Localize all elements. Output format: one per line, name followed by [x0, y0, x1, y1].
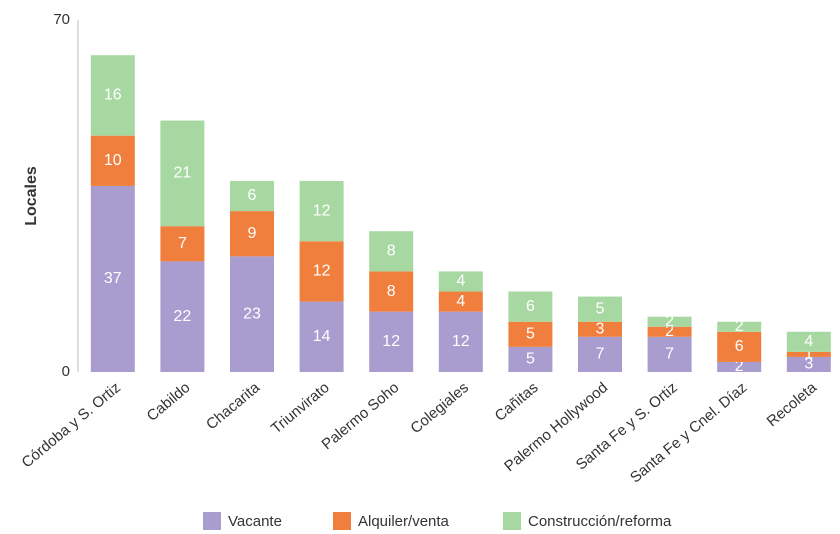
data-label: 12 [313, 263, 331, 280]
legend-label: Construcción/reforma [528, 513, 672, 530]
x-tick-label: Chacarita [203, 379, 264, 434]
x-tick-label: Colegiales [407, 379, 472, 437]
data-label: 2 [665, 323, 674, 340]
bar-segment [90, 55, 135, 136]
data-label: 23 [243, 305, 261, 322]
data-label: 2 [735, 318, 744, 335]
data-label: 12 [452, 333, 470, 350]
bar-segment [786, 351, 831, 357]
legend-swatch [503, 512, 521, 530]
x-tick-label: Santa Fe y Cnel. Díaz [627, 379, 750, 486]
data-label: 7 [665, 346, 674, 363]
data-label: 3 [804, 356, 813, 373]
bar-segment [786, 356, 831, 372]
bar-segment [508, 291, 553, 322]
data-label: 7 [178, 235, 187, 252]
bar-segment [160, 226, 205, 262]
data-label: 4 [456, 293, 465, 310]
bar-segment [717, 321, 762, 332]
data-label: 4 [804, 333, 813, 350]
data-label: 7 [596, 346, 605, 363]
bar-segment [647, 316, 692, 327]
data-label: 9 [248, 225, 257, 242]
bar-segment [717, 331, 762, 362]
data-label: 2 [665, 313, 674, 330]
data-label: 6 [248, 187, 257, 204]
data-label: 12 [313, 202, 331, 219]
data-label: 22 [174, 308, 192, 325]
bar-segment [299, 301, 344, 372]
bar-segment [578, 336, 622, 372]
x-tick-label: Cabildo [144, 379, 194, 425]
bar-segment [369, 311, 414, 372]
data-label: 5 [526, 326, 535, 343]
bar-segment [438, 291, 483, 312]
legend-swatch [333, 512, 351, 530]
bar-segment [647, 336, 692, 372]
y-axis-label: Locales [23, 166, 40, 226]
data-label: 10 [104, 152, 122, 169]
data-label: 21 [174, 165, 192, 182]
bar-segment [299, 241, 344, 302]
bar-segment [369, 231, 414, 272]
data-label: 3 [596, 320, 605, 337]
bar-segment [369, 271, 414, 312]
bar-segment [647, 326, 692, 337]
x-tick-label: Recoleta [764, 379, 821, 430]
legend-label: Alquiler/venta [358, 513, 450, 530]
data-label: 2 [735, 358, 744, 375]
bar-segment [508, 346, 553, 372]
bar-segment [230, 256, 274, 372]
bar-segment [578, 321, 622, 337]
bar-segment [90, 185, 135, 372]
data-label: 16 [104, 87, 122, 104]
bar-segment [160, 120, 205, 227]
bar-segment [160, 261, 205, 372]
y-tick-label: 70 [53, 11, 70, 28]
x-tick-label: Córdoba y S. Ortiz [18, 379, 123, 471]
data-label: 6 [526, 298, 535, 315]
data-label: 5 [596, 300, 605, 317]
data-label: 5 [526, 351, 535, 368]
bar-segment [786, 331, 831, 352]
bar-segment [717, 361, 762, 372]
data-label: 1 [804, 346, 813, 363]
data-label: 6 [735, 338, 744, 355]
bar-segment [438, 271, 483, 292]
legend-label: Vacante [228, 513, 282, 530]
x-tick-label: Triunvirato [268, 379, 333, 437]
bar-segment [230, 211, 274, 257]
data-label: 37 [104, 270, 122, 287]
bar-segment [299, 180, 344, 242]
legend-swatch [203, 512, 221, 530]
data-label: 8 [387, 243, 396, 260]
bar-segment [438, 311, 483, 372]
data-label: 12 [382, 333, 400, 350]
x-tick-label: Cañitas [492, 379, 542, 425]
bar-segment [578, 296, 622, 322]
y-tick-label: 0 [62, 363, 70, 380]
data-label: 4 [456, 273, 465, 290]
data-label: 14 [313, 328, 331, 345]
data-label: 8 [387, 283, 396, 300]
bar-segment [230, 180, 274, 212]
bar-segment [90, 135, 135, 186]
bar-segment [508, 321, 553, 347]
